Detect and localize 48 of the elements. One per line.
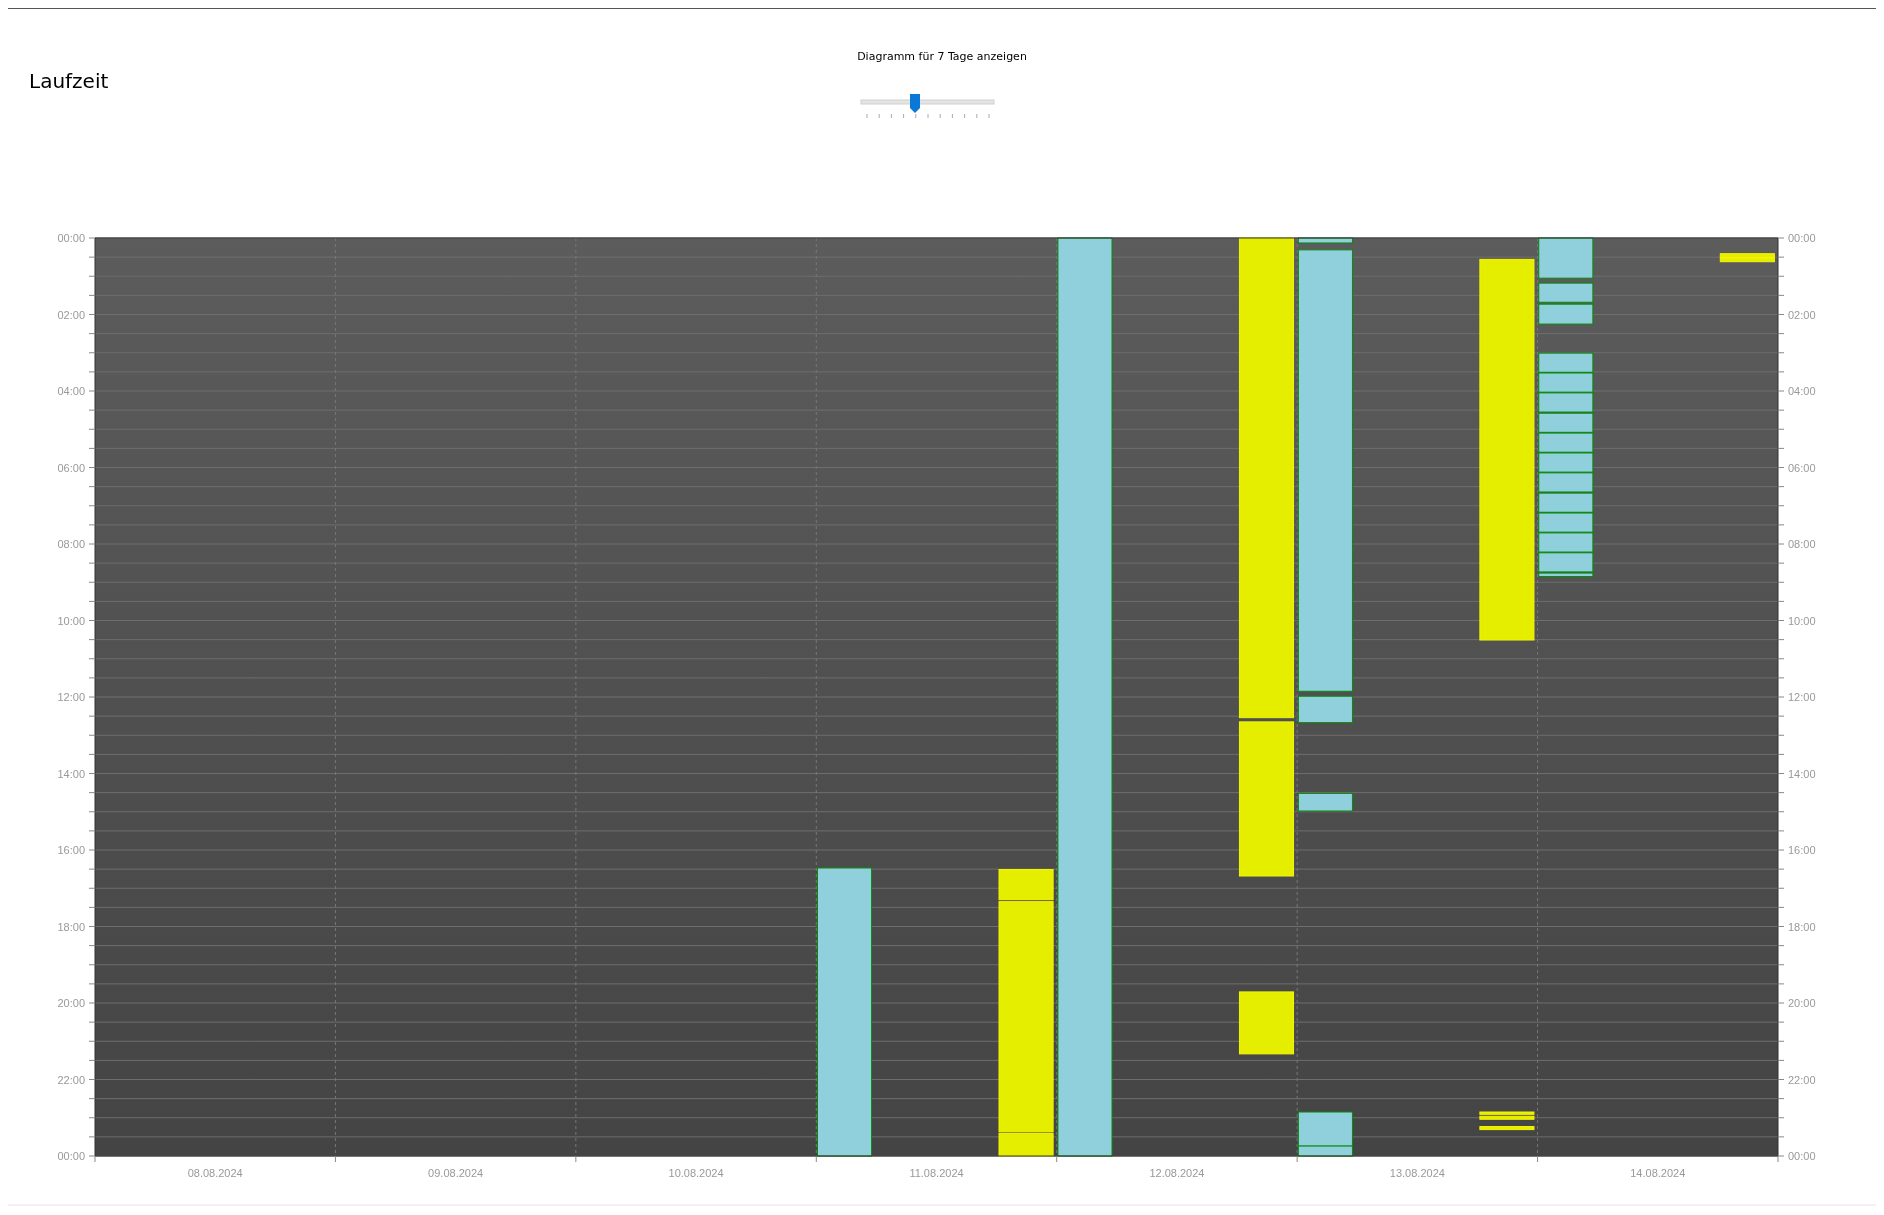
y-tick-label: 16:00 [57,844,85,856]
bar [1238,237,1295,719]
y-tick-label: 12:00 [57,691,85,703]
y2-tick-label: 02:00 [1788,308,1816,321]
bar [1479,1115,1535,1120]
y2-tick-label: 12:00 [1788,691,1816,703]
x-tick-label: 08.08.2024 [187,1167,243,1179]
y2-tick-label: 22:00 [1788,1073,1816,1086]
bar [1057,237,1113,1157]
y-tick-label: 04:00 [57,385,85,397]
bar [1538,237,1594,279]
y2-tick-label: 18:00 [1788,920,1816,933]
x-tick-label: 10.08.2024 [668,1167,724,1179]
bar [1479,1126,1535,1131]
y2-tick-label: 00:00 [1788,232,1816,244]
y-tick-label: 18:00 [57,920,85,933]
bar [1719,257,1775,263]
y-tick-label: 22:00 [57,1073,85,1086]
y-tick-label: 00:00 [57,232,85,244]
chart-subtitle: Diagramm für 7 Tage anzeigen [857,50,1027,63]
x-tick-label: 12.08.2024 [1149,1167,1205,1179]
y2-tick-label: 10:00 [1788,614,1816,627]
bar [1297,249,1353,692]
x-tick-label: 14.08.2024 [1630,1167,1686,1179]
bar [1479,258,1535,641]
y-tick-label: 10:00 [57,614,85,627]
y2-tick-label: 14:00 [1788,767,1816,780]
bar [1297,792,1353,812]
y2-tick-label: 06:00 [1788,461,1816,474]
bar [1238,721,1295,877]
y2-tick-label: 08:00 [1788,538,1816,550]
bar [1238,991,1295,1055]
y2-tick-label: 04:00 [1788,385,1816,397]
y2-tick-label: 20:00 [1788,997,1816,1009]
y-tick-label: 02:00 [57,308,85,321]
chart-title: Laufzeit [29,69,109,93]
bar [1297,695,1353,724]
x-tick-label: 13.08.2024 [1389,1167,1445,1179]
bar [816,867,873,1157]
y2-tick-label: 00:00 [1788,1150,1816,1162]
x-tick-label: 09.08.2024 [428,1167,484,1179]
x-tick-label: 11.08.2024 [909,1167,964,1179]
y-tick-label: 06:00 [57,461,85,474]
y-tick-label: 14:00 [57,767,85,780]
y2-tick-label: 16:00 [1788,844,1816,856]
y-tick-label: 00:00 [57,1150,85,1162]
y-tick-label: 08:00 [57,538,85,550]
y-tick-label: 20:00 [57,997,85,1009]
